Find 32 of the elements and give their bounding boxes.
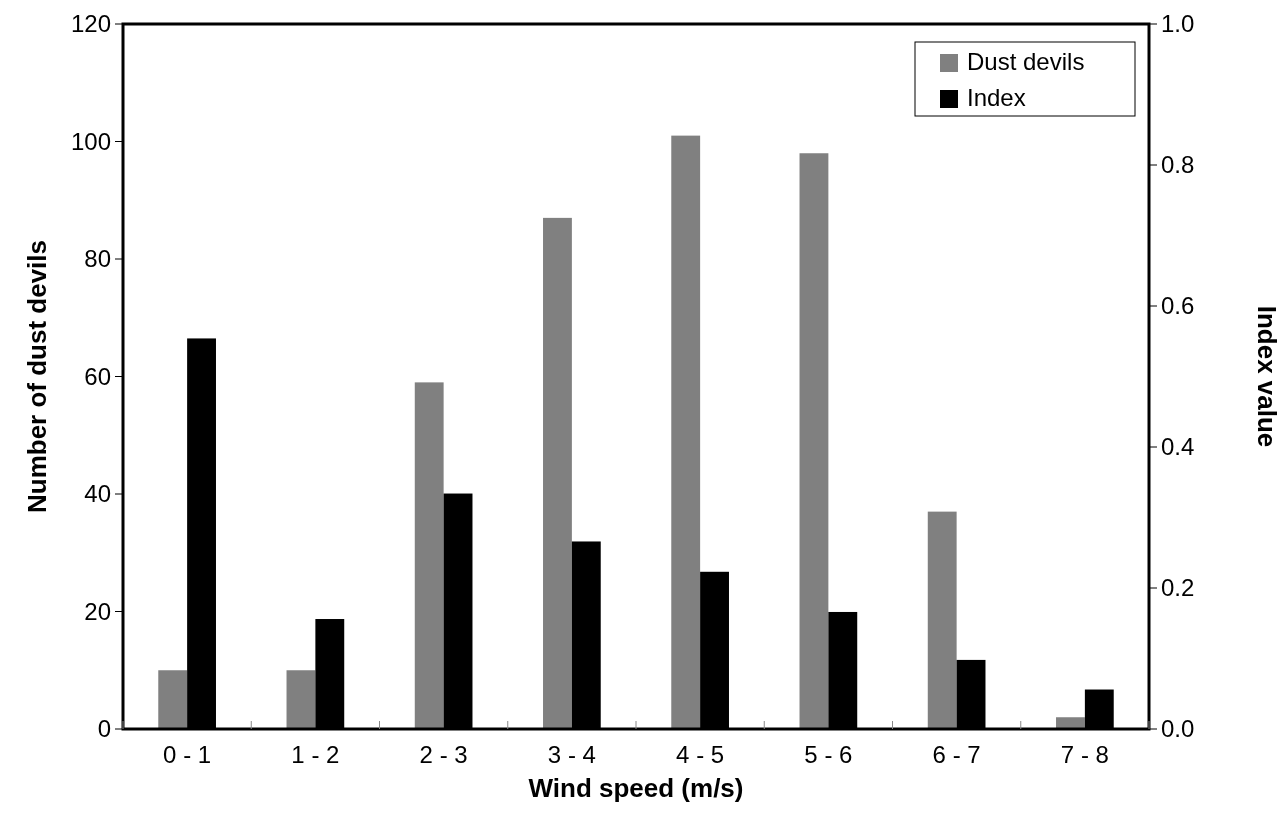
bar — [671, 135, 701, 729]
x-tick-label: 1 - 2 — [291, 741, 340, 768]
bar — [1056, 717, 1085, 729]
legend-label: Index — [967, 84, 1026, 111]
y-axis-title: Number of dust devils — [22, 239, 52, 514]
legend-label: Dust devils — [967, 48, 1085, 75]
y-tick-label: 20 — [84, 597, 111, 625]
y2-tick-label: 0.0 — [1161, 715, 1195, 743]
bar — [158, 670, 188, 729]
x-axis-title: Wind speed (m/s) — [528, 773, 744, 803]
x-tick-label: 0 - 1 — [163, 741, 212, 768]
y-tick-label: 80 — [84, 245, 111, 273]
y-tick-label: 60 — [84, 362, 111, 390]
y-tick-label: 0 — [97, 715, 111, 743]
x-tick-label: 5 - 6 — [804, 741, 853, 768]
bar — [543, 217, 572, 729]
y-tick-label: 120 — [70, 10, 111, 38]
x-tick-label: 6 - 7 — [932, 741, 981, 768]
y-tick-label: 100 — [70, 127, 111, 155]
x-tick-label: 2 - 3 — [419, 741, 468, 768]
y2-tick-label: 0.4 — [1161, 433, 1195, 461]
x-tick-label: 3 - 4 — [547, 741, 596, 768]
y2-tick-label: 1.0 — [1161, 10, 1195, 38]
y2-tick-label: 0.8 — [1161, 151, 1195, 179]
y2-tick-label: 0.6 — [1161, 292, 1195, 320]
bar — [799, 153, 829, 729]
x-tick-label: 7 - 8 — [1060, 741, 1109, 768]
y2-tick-label: 0.2 — [1161, 574, 1195, 602]
y2-axis-title: Index value — [1252, 305, 1282, 448]
y-tick-label: 40 — [84, 480, 111, 508]
x-tick-label: 4 - 5 — [676, 741, 725, 768]
bar — [927, 511, 957, 729]
